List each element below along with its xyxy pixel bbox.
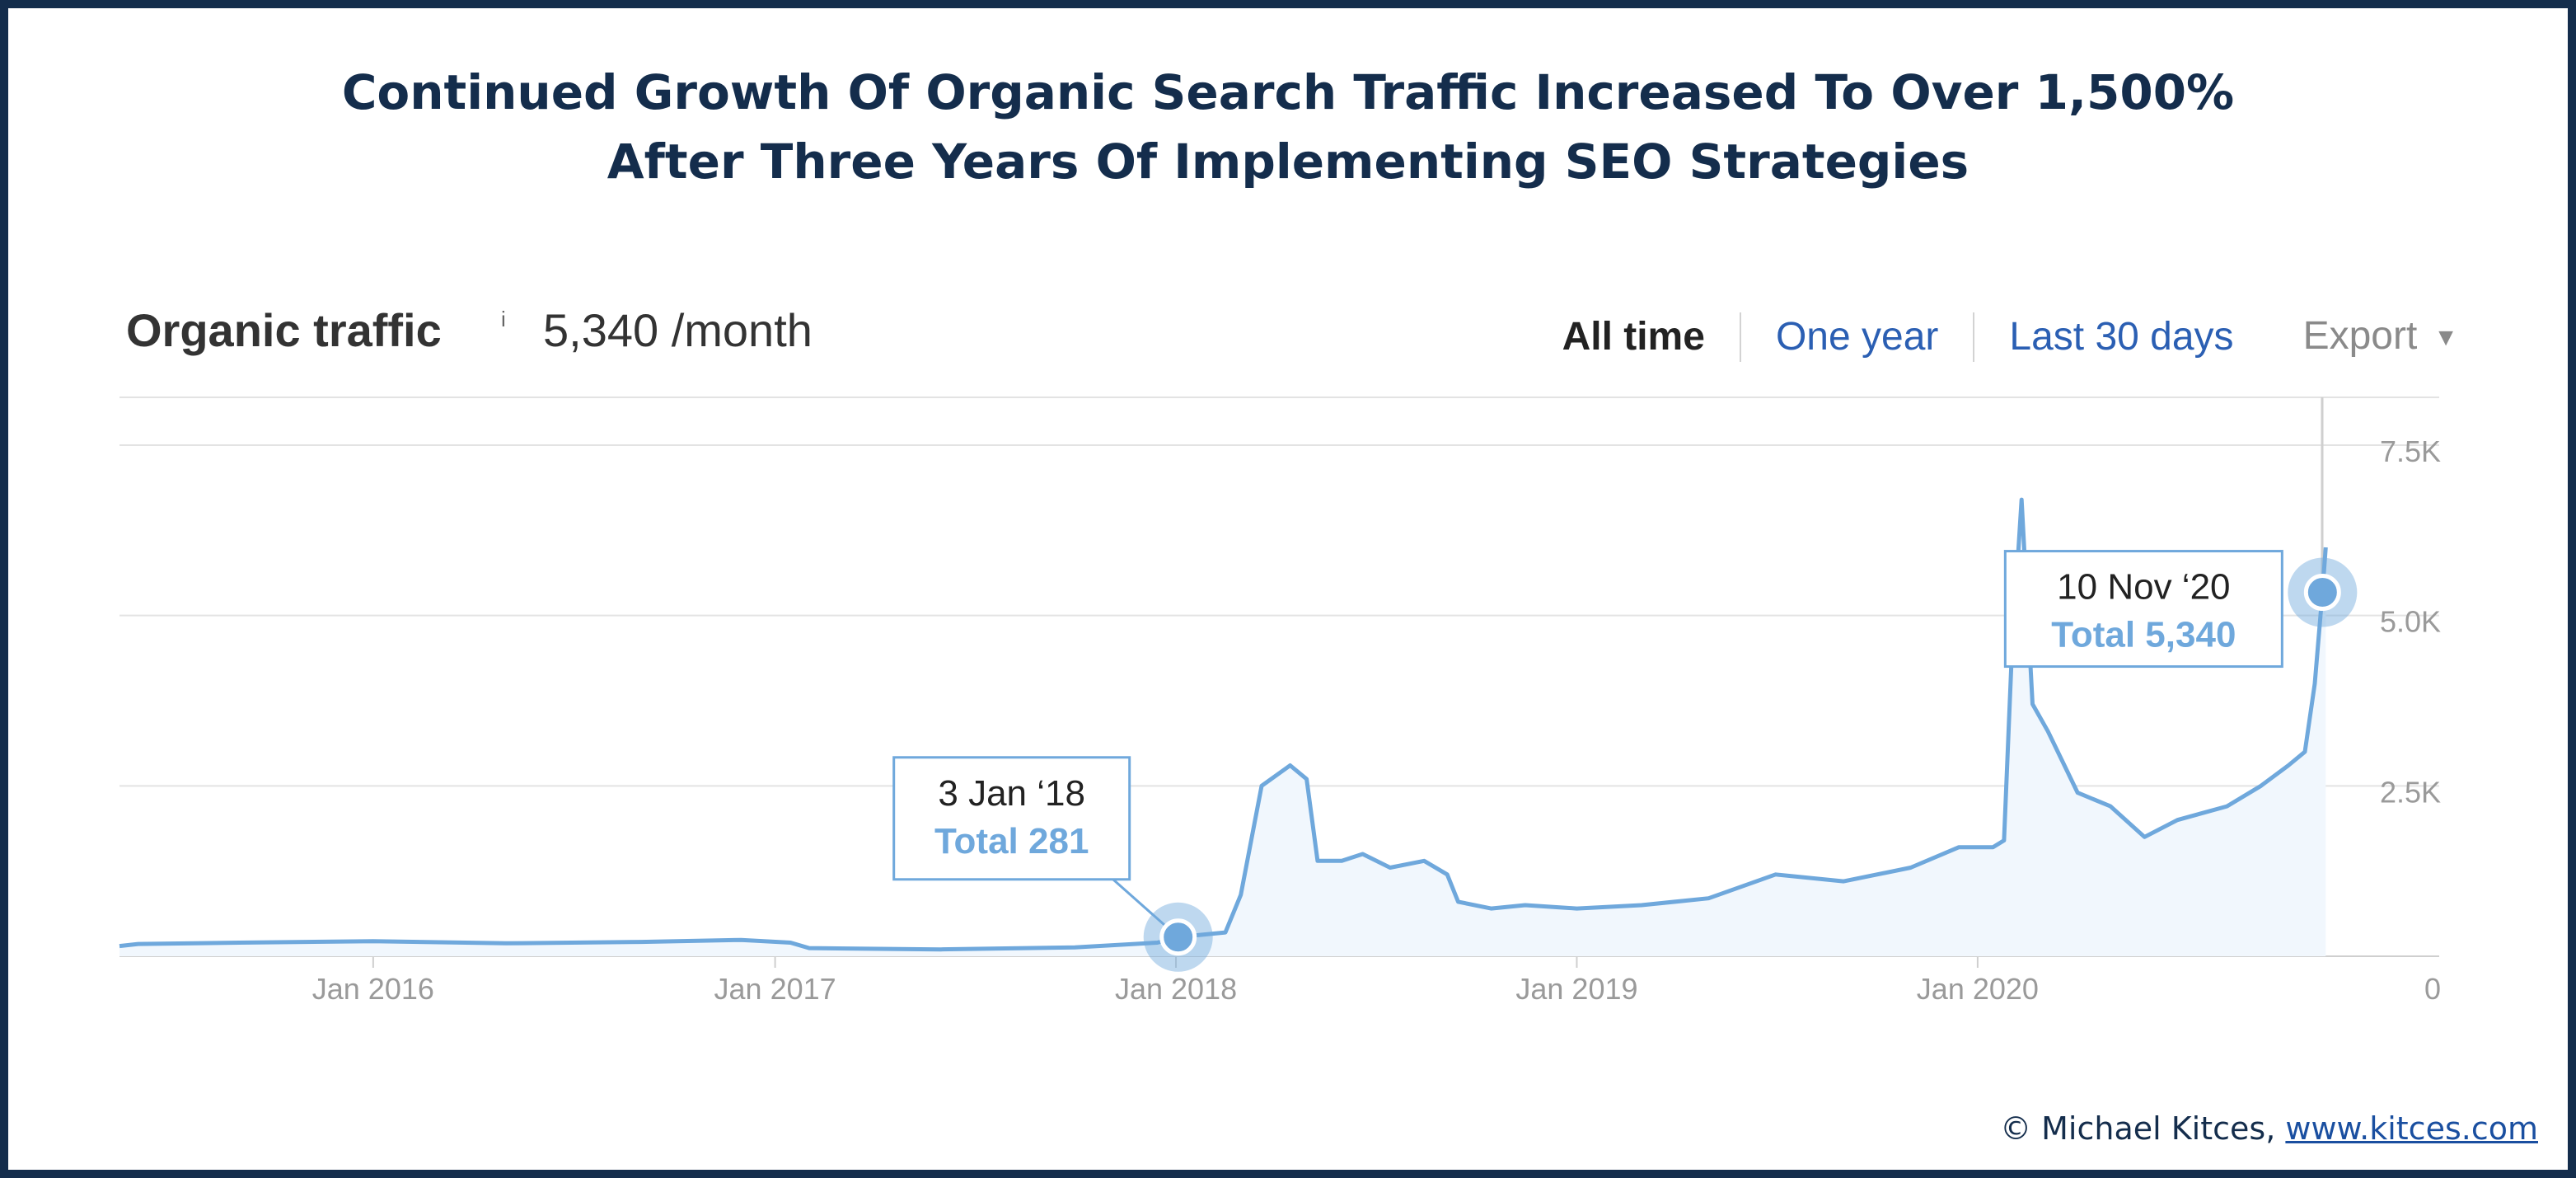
title-line-1: Continued Growth Of Organic Search Traff… xyxy=(341,64,2235,120)
traffic-area-fill xyxy=(119,500,2326,956)
x-tick-label: Jan 2018 xyxy=(1115,972,1237,1006)
x-tick-label: Jan 2020 xyxy=(1917,972,2039,1006)
export-label: Export xyxy=(2302,313,2418,358)
footer-credit: © Michael Kitces, www.kitces.com xyxy=(2000,1110,2538,1147)
data-point-marker xyxy=(2303,574,2341,612)
callout-total-label: Total 5,340 xyxy=(2051,615,2236,655)
traffic-widget-header: Organic traffic i 5,340 /month All time … xyxy=(118,297,2458,371)
tab-all-time[interactable]: All time xyxy=(1562,315,1705,359)
x-tick-label: Jan 2019 xyxy=(1515,972,1637,1006)
y-tick-label: 5.0K xyxy=(2380,605,2441,639)
y-tick-label: 2.5K xyxy=(2380,775,2441,809)
callout-box xyxy=(2003,550,2283,669)
traffic-series-line xyxy=(119,497,2328,952)
x-tick-label: Jan 2017 xyxy=(714,972,836,1006)
traffic-value: 5,340 /month xyxy=(543,304,813,356)
organic-traffic-label: Organic traffic xyxy=(126,304,442,356)
time-range-tabs: All time One year Last 30 days Export ▼ xyxy=(1528,308,2458,366)
tab-divider xyxy=(1739,312,1741,362)
title-line-2: After Three Years Of Implementing SEO St… xyxy=(607,134,1969,190)
y-tick-label: 0 xyxy=(2424,972,2441,1006)
callout-box xyxy=(892,756,1131,881)
callout-date-label: 10 Nov ‘20 xyxy=(2057,567,2230,608)
tab-one-year[interactable]: One year xyxy=(1775,315,1939,359)
export-button[interactable]: Export ▼ xyxy=(2269,312,2458,363)
tab-last-30-days[interactable]: Last 30 days xyxy=(2009,315,2234,359)
y-tick-label: 7.5K xyxy=(2380,434,2441,468)
callout-date-label: 3 Jan ‘18 xyxy=(938,773,1085,814)
info-icon[interactable]: i xyxy=(501,307,506,331)
copyright-text: © Michael Kitces, xyxy=(2000,1110,2276,1147)
callout-total-label: Total 281 xyxy=(934,821,1089,861)
x-tick-label: Jan 2016 xyxy=(312,972,434,1006)
data-point-marker xyxy=(1159,918,1197,956)
caret-down-icon: ▼ xyxy=(2433,324,2458,352)
page-title: Continued Growth Of Organic Search Traff… xyxy=(8,58,2568,196)
tab-divider xyxy=(1973,312,1975,362)
kitces-link[interactable]: www.kitces.com xyxy=(2285,1110,2538,1147)
